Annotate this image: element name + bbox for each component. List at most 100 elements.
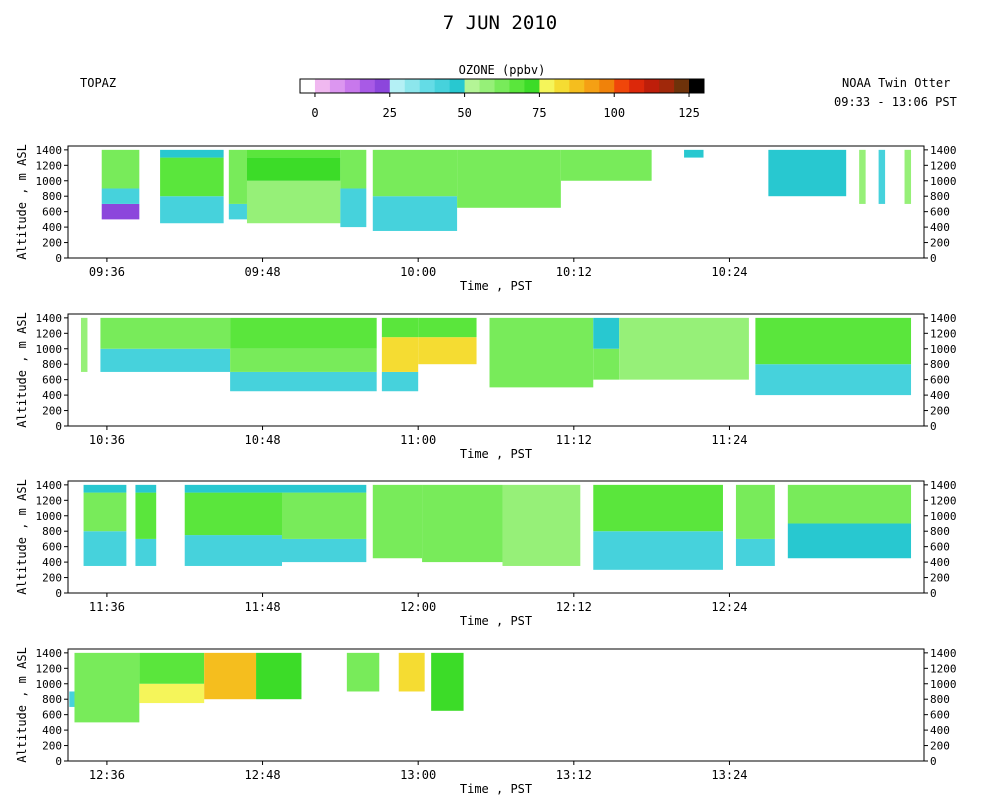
x-tick-label: 11:00 (400, 433, 436, 447)
ozone-cell (340, 188, 367, 228)
x-axis-label: Time , PST (460, 279, 532, 293)
y-axis-label: Altitude , m ASL (15, 312, 29, 428)
x-tick-label: 12:24 (711, 600, 747, 614)
colorbar-tick-label: 100 (603, 106, 625, 120)
ozone-cell (256, 652, 302, 700)
y-tick-label-right: 0 (930, 587, 937, 600)
ozone-cell (735, 484, 775, 539)
y-tick-label-right: 1000 (930, 175, 957, 188)
colorbar-bin (314, 79, 331, 93)
y-tick-label-left: 1400 (36, 647, 63, 660)
ozone-cell (755, 317, 912, 365)
y-tick-label-right: 400 (930, 221, 950, 234)
ozone-cell (101, 188, 140, 204)
ozone-cell (372, 149, 458, 197)
colorbar-tick-label: 125 (678, 106, 700, 120)
ozone-cell (282, 538, 367, 563)
ozone-cell (139, 652, 205, 684)
ozone-cell (135, 538, 157, 566)
y-tick-label-left: 1000 (36, 510, 63, 523)
colorbar-title: OZONE (ppbv) (458, 63, 546, 77)
colorbar-bin (344, 79, 361, 93)
x-tick-label: 12:36 (89, 768, 125, 782)
platform-label: NOAA Twin Otter (842, 76, 951, 90)
ozone-cell (184, 484, 282, 493)
colorbar-bin (539, 79, 555, 93)
x-tick-label: 09:48 (244, 265, 280, 279)
ozone-cell (346, 652, 380, 692)
x-tick-label: 12:12 (556, 600, 592, 614)
x-axis-label: Time , PST (460, 782, 532, 796)
ozone-cell (230, 348, 377, 372)
y-axis-label: Altitude , m ASL (15, 647, 29, 763)
y-tick-label-left: 600 (42, 206, 62, 219)
y-tick-label-right: 200 (930, 740, 950, 753)
y-tick-label-right: 800 (930, 190, 950, 203)
ozone-cell (246, 180, 341, 224)
x-tick-label: 10:00 (400, 265, 436, 279)
colorbar-tick-label: 25 (383, 106, 397, 120)
x-axis-label: Time , PST (460, 447, 532, 461)
ozone-cell (593, 531, 723, 570)
ozone-cell (457, 149, 561, 208)
y-tick-label-left: 200 (42, 405, 62, 418)
x-tick-label: 12:48 (244, 768, 280, 782)
x-tick-label: 11:12 (556, 433, 592, 447)
y-tick-label-right: 1200 (930, 494, 957, 507)
colorbar-bin (569, 79, 585, 93)
ozone-cell (502, 484, 581, 566)
ozone-cell (418, 337, 477, 365)
ozone-cell (593, 317, 620, 349)
y-tick-label-right: 800 (930, 358, 950, 371)
colorbar-tick-label: 0 (311, 106, 318, 120)
colorbar-bin (509, 79, 525, 93)
ozone-cell (372, 484, 423, 559)
ozone-cell (135, 484, 157, 493)
x-tick-label: 13:00 (400, 768, 436, 782)
figure-title: 7 JUN 2010 (442, 12, 558, 34)
y-tick-label-left: 400 (42, 221, 62, 234)
y-tick-label-left: 1400 (36, 144, 63, 157)
ozone-cell (230, 317, 377, 349)
y-tick-label-right: 600 (930, 374, 950, 387)
x-tick-label: 13:12 (556, 768, 592, 782)
colorbar-bin (300, 79, 316, 93)
y-tick-label-left: 800 (42, 190, 62, 203)
y-tick-label-left: 1000 (36, 678, 63, 691)
ozone-cell (100, 348, 231, 372)
x-tick-label: 11:24 (711, 433, 747, 447)
y-axis-label: Altitude , m ASL (15, 479, 29, 595)
ozone-cell (230, 371, 377, 392)
x-tick-label: 10:36 (89, 433, 125, 447)
y-tick-label-left: 1200 (36, 494, 63, 507)
time-range-label: 09:33 - 13:06 PST (834, 95, 957, 109)
ozone-cell (101, 149, 140, 189)
y-tick-label-left: 600 (42, 374, 62, 387)
y-tick-label-right: 200 (930, 572, 950, 585)
colorbar-bin (329, 79, 346, 93)
ozone-cell (160, 149, 224, 158)
y-tick-label-left: 0 (55, 252, 62, 265)
y-tick-label-left: 1400 (36, 479, 63, 492)
y-tick-label-left: 600 (42, 709, 62, 722)
colorbar-bin (359, 79, 376, 93)
ozone-cell (83, 492, 127, 532)
ozone-cell (431, 652, 464, 711)
x-axis-label: Time , PST (460, 614, 532, 628)
y-tick-label-left: 1200 (36, 159, 63, 172)
ozone-cell (246, 149, 341, 158)
colorbar-bin (389, 79, 406, 93)
colorbar-bin (419, 79, 436, 93)
ozone-cell (859, 149, 866, 204)
y-tick-label-right: 1400 (930, 647, 957, 660)
y-tick-label-right: 0 (930, 755, 937, 768)
panel-frame (67, 145, 925, 259)
y-tick-label-left: 1000 (36, 175, 63, 188)
y-tick-label-right: 1200 (930, 159, 957, 172)
ozone-cell (768, 149, 847, 197)
y-tick-label-right: 1200 (930, 662, 957, 675)
colorbar-bin (644, 79, 660, 93)
y-tick-label-left: 1400 (36, 312, 63, 325)
ozone-cell (787, 523, 912, 559)
